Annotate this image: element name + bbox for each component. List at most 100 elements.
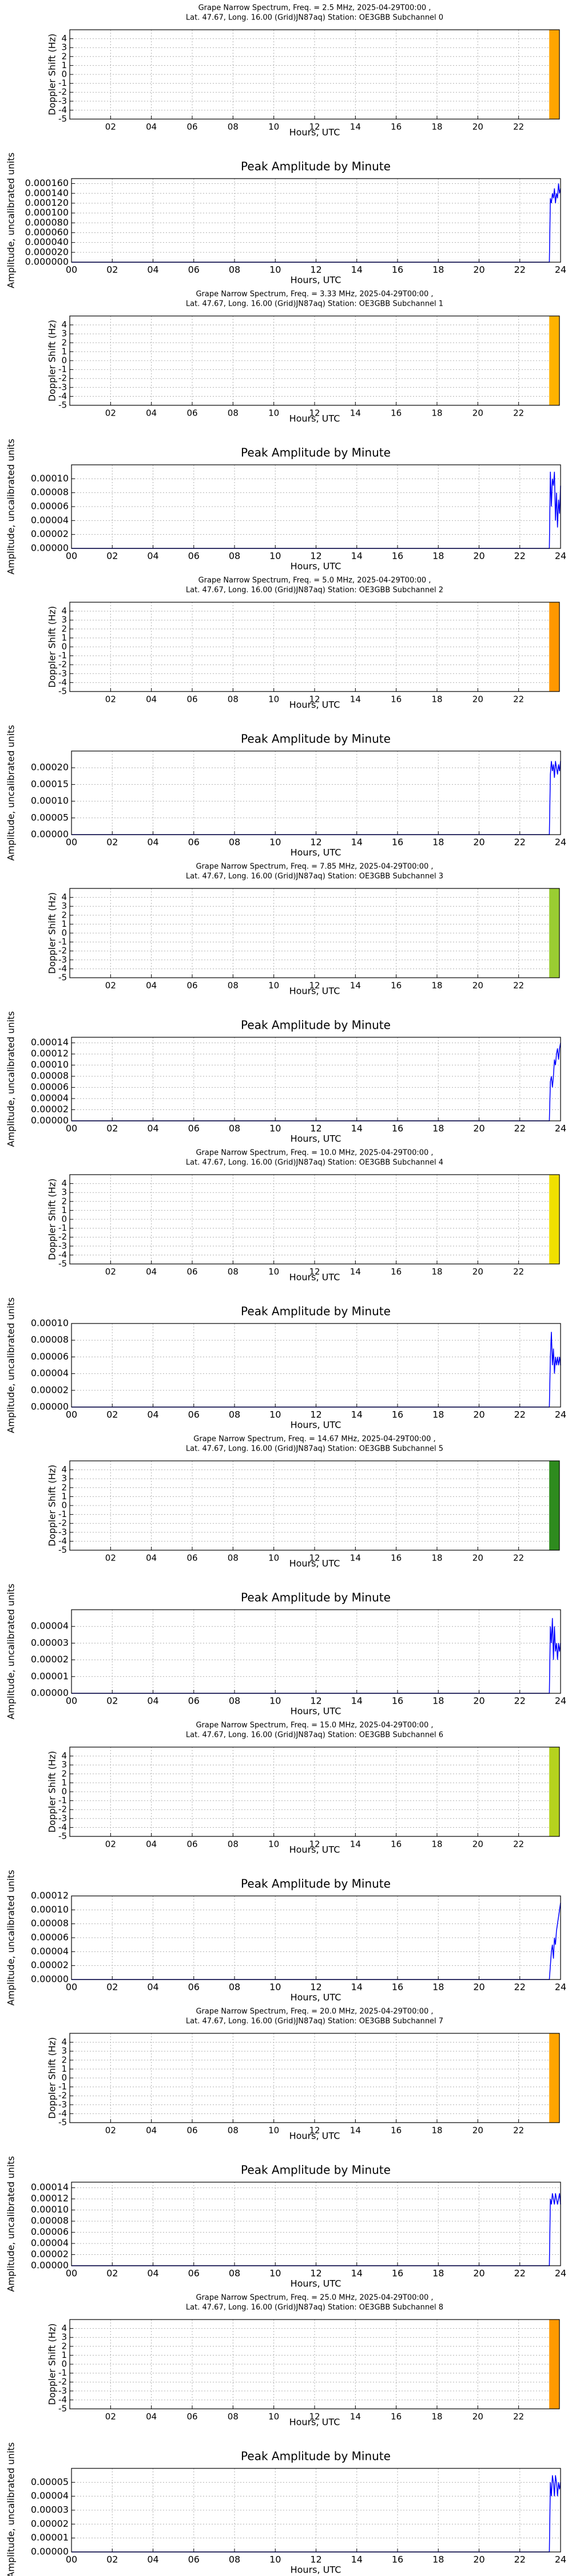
frame (69, 315, 560, 406)
y-tick-label: 0.00010 (31, 2204, 69, 2215)
y-tick-label: 4 (61, 319, 67, 330)
frame (71, 2468, 561, 2553)
y-tick-label: -2 (58, 1804, 67, 1815)
y-tick-label: 0.00010 (31, 1059, 69, 1070)
y-tick-label: 3 (61, 42, 67, 53)
y-tick-label: 0.00002 (31, 1384, 69, 1395)
plot-area (70, 888, 559, 978)
y-tick-label: 0.000020 (25, 246, 69, 257)
x-tick-label: 00 (66, 837, 77, 848)
y-tick-label: -4 (58, 105, 67, 115)
x-tick-label: 02 (105, 2125, 116, 2136)
chart-title: Peak Amplitude by Minute (241, 1018, 391, 1032)
x-tick-label: 22 (513, 2125, 524, 2136)
y-tick-label: -1 (58, 1795, 67, 1805)
x-tick-label: 04 (146, 2412, 157, 2422)
frame (69, 888, 560, 978)
plot-area (70, 1747, 559, 1836)
x-tick-label: 24 (555, 1982, 566, 1993)
plot-area (70, 602, 559, 692)
y-tick-label: 0.00002 (31, 528, 69, 539)
x-axis-label: Hours, UTC (291, 1420, 341, 1431)
y-axis-label: Amplitude, uncalibrated units (6, 1011, 17, 1147)
x-tick-label: 04 (146, 2125, 157, 2136)
x-tick-label: 22 (514, 264, 526, 275)
y-tick-label: 2 (61, 1482, 67, 1492)
x-tick-label: 18 (432, 264, 444, 275)
frame (69, 29, 560, 120)
x-tick-label: 22 (514, 1123, 526, 1134)
x-tick-label: 00 (66, 1123, 77, 1134)
y-tick-label: -2 (58, 373, 67, 384)
y-tick-label: 0 (61, 1787, 67, 1797)
amplitude-line (72, 1332, 561, 1408)
x-tick-label: 06 (188, 1409, 200, 1420)
x-tick-label: 04 (147, 551, 158, 562)
y-tick-label: -2 (58, 946, 67, 956)
y-tick-label: 1 (61, 1491, 67, 1502)
y-tick-label: 0.00005 (31, 2476, 69, 2487)
x-tick-label: 20 (472, 408, 483, 418)
y-tick-label: 1 (61, 346, 67, 357)
x-tick-label: 22 (514, 1409, 526, 1420)
x-tick-label: 14 (351, 1696, 363, 1706)
x-tick-label: 16 (392, 837, 403, 848)
x-tick-label: 24 (555, 1123, 566, 1134)
x-tick-label: 08 (228, 1553, 239, 1563)
y-tick-label: 0.00004 (31, 1621, 69, 1631)
y-axis-label: Amplitude, uncalibrated units (6, 1583, 17, 1719)
x-axis-label: Hours, UTC (289, 127, 340, 138)
x-tick-label: 14 (350, 2125, 361, 2136)
x-tick-label: 22 (514, 1696, 526, 1706)
y-tick-label: 0.00004 (31, 2490, 69, 2501)
x-tick-label: 24 (555, 2554, 566, 2565)
chart-title: Grape Narrow Spectrum, Freq. = 5.0 MHz, … (198, 576, 431, 585)
x-tick-label: 08 (228, 1267, 239, 1277)
spectrogram (549, 888, 559, 978)
x-tick-label: 12 (309, 122, 320, 132)
y-tick-label: 0 (61, 1500, 67, 1511)
x-tick-label: 22 (513, 981, 524, 991)
x-tick-label: 06 (188, 2554, 200, 2565)
x-tick-label: 04 (147, 1982, 158, 1993)
y-tick-label: -2 (58, 2377, 67, 2387)
y-tick-label: 0.00020 (31, 762, 69, 773)
y-tick-label: 2 (61, 2055, 67, 2065)
y-axis-label: Amplitude, uncalibrated units (6, 2442, 17, 2576)
x-tick-label: 16 (391, 1267, 402, 1277)
x-tick-label: 06 (188, 264, 200, 275)
x-tick-label: 08 (229, 1409, 240, 1420)
x-axis-label: Hours, UTC (289, 2417, 340, 2428)
y-tick-label: 4 (61, 892, 67, 902)
x-tick-label: 20 (472, 981, 483, 991)
x-tick-label: 20 (472, 122, 483, 132)
x-tick-label: 02 (106, 264, 118, 275)
chart-title: Grape Narrow Spectrum, Freq. = 20.0 MHz,… (196, 2008, 433, 2016)
amplitude-line (72, 761, 561, 835)
x-tick-label: 06 (188, 1123, 200, 1134)
x-tick-label: 12 (310, 1123, 321, 1134)
y-tick-label: 0.00003 (31, 1637, 69, 1648)
chart-subtitle: Lat. 47.67, Long. 16.00 (Grid)JN87aq) St… (186, 2304, 443, 2312)
y-axis-label: Amplitude, uncalibrated units (6, 725, 17, 860)
chart-title: Peak Amplitude by Minute (241, 732, 391, 746)
x-tick-label: 20 (473, 1696, 484, 1706)
y-tick-label: -4 (58, 1822, 67, 1832)
chart-title: Grape Narrow Spectrum, Freq. = 10.0 MHz,… (196, 1149, 433, 1157)
x-tick-label: 14 (350, 1839, 361, 1850)
y-tick-label: 0 (61, 2073, 67, 2083)
plot-area (70, 1461, 559, 1550)
x-axis-label: Hours, UTC (291, 561, 341, 572)
x-tick-label: 12 (310, 1982, 321, 1993)
x-tick-label: 16 (392, 1123, 403, 1134)
plot-area (70, 2320, 559, 2409)
y-tick-label: -1 (58, 1223, 67, 1233)
y-tick-label: 1 (61, 919, 67, 929)
y-tick-label: -1 (58, 78, 67, 88)
x-axis-label: Hours, UTC (291, 1133, 341, 1144)
x-tick-label: 12 (310, 264, 321, 275)
spectrogram (549, 1747, 559, 1836)
x-tick-label: 14 (351, 1123, 363, 1134)
frame (71, 464, 561, 549)
y-tick-label: 0.00010 (31, 473, 69, 484)
